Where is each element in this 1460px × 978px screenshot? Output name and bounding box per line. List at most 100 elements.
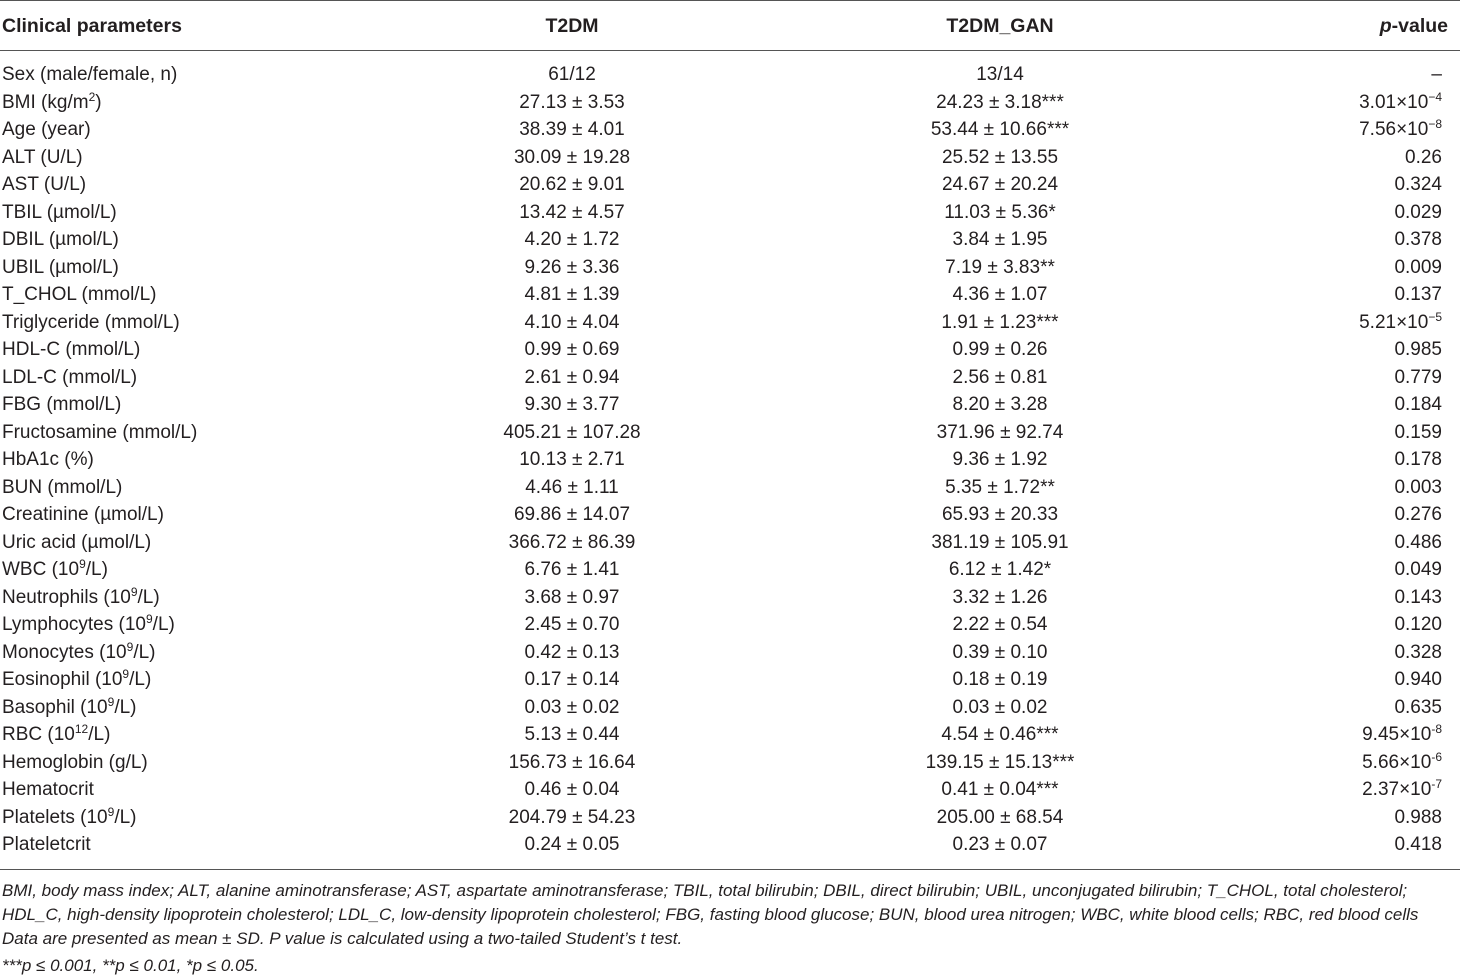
row-p-value: 5.21×10−5 (1359, 309, 1442, 333)
row-p-value: 0.003 (1394, 476, 1442, 498)
table-row: T_CHOL (mmol/L) 4.81 ± 1.39 4.36 ± 1.07 0.1… (0, 281, 1460, 309)
row-p-value: 0.009 (1394, 256, 1442, 278)
row-parameter: BMI (kg/m2) (2, 89, 102, 113)
table-row: Sex (male/female, n) 61/12 13/14 – (0, 61, 1460, 89)
row-t2dm-value: 38.39 ± 4.01 (519, 119, 625, 140)
row-parameter: HbA1c (%) (2, 449, 94, 470)
table-row: Fructosamine (mmol/L) 405.21 ± 107.28 371.… (0, 419, 1460, 447)
row-t2dm-gan-value: 7.19 ± 3.83** (945, 256, 1055, 278)
table-row: BMI (kg/m2) 27.13 ± 3.53 24.23 ± 3.18*** 3.… (0, 89, 1460, 117)
row-t2dm-value: 156.73 ± 16.64 (508, 751, 636, 773)
row-p-value: 0.779 (1394, 366, 1442, 388)
row-parameter: Lymphocytes (109/L) (2, 612, 175, 635)
header-clinical-parameters: Clinical parameters (2, 15, 182, 37)
row-t2dm-value: 27.13 ± 3.53 (519, 91, 625, 113)
table-row: Triglyceride (mmol/L) 4.10 ± 4.04 1.91 ± 1… (0, 309, 1460, 337)
row-parameter: UBIL (µmol/L) (2, 256, 119, 278)
row-parameter: Plateletcrit (2, 834, 91, 855)
row-t2dm-gan-value: 4.36 ± 1.07 (952, 284, 1048, 305)
row-t2dm-gan-value: 0.99 ± 0.26 (952, 339, 1048, 360)
row-parameter: LDL-C (mmol/L) (2, 366, 138, 388)
row-t2dm-gan-value: 3.84 ± 1.95 (952, 229, 1048, 250)
row-t2dm-value: 204.79 ± 54.23 (508, 806, 636, 828)
row-parameter: Hemoglobin (g/L) (2, 751, 148, 773)
row-p-value: 0.049 (1394, 559, 1442, 580)
row-t2dm-gan-value: 5.35 ± 1.72** (945, 476, 1055, 498)
row-p-value: 0.635 (1394, 696, 1442, 718)
row-t2dm-value: 4.81 ± 1.39 (524, 284, 620, 305)
table-row: Creatinine (µmol/L) 69.86 ± 14.07 65.93 ± … (0, 501, 1460, 529)
row-t2dm-gan-value: 0.18 ± 0.19 (952, 669, 1048, 690)
top-rule (0, 0, 1460, 1)
row-t2dm-value: 69.86 ± 14.07 (513, 504, 631, 525)
row-t2dm-value: 405.21 ± 107.28 (503, 421, 641, 443)
row-t2dm-gan-value: 0.41 ± 0.04*** (941, 779, 1059, 800)
row-t2dm-value: 3.68 ± 0.97 (524, 586, 620, 608)
row-t2dm-gan-value: 139.15 ± 15.13*** (925, 751, 1075, 773)
row-parameter: FBG (mmol/L) (2, 394, 122, 415)
table-row: UBIL (µmol/L) 9.26 ± 3.36 7.19 ± 3.83** 0.0… (0, 254, 1460, 282)
table-row: Monocytes (109/L) 0.42 ± 0.13 0.39 ± 0.10 0… (0, 639, 1460, 667)
table-row: Basophil (109/L) 0.03 ± 0.02 0.03 ± 0.02 0.… (0, 694, 1460, 722)
footnote-significance: ***p ≤ 0.001, **p ≤ 0.01, *p ≤ 0.05. (2, 956, 259, 975)
row-t2dm-value: 4.20 ± 1.72 (524, 229, 620, 250)
row-p-value: 2.37×10-7 (1362, 777, 1442, 800)
row-parameter: AST (U/L) (2, 174, 87, 195)
row-parameter: DBIL (µmol/L) (2, 229, 119, 250)
table-row: Hematocrit 0.46 ± 0.04 0.41 ± 0.04*** 2.37×… (0, 776, 1460, 804)
row-t2dm-gan-value: 24.67 ± 20.24 (941, 174, 1059, 195)
row-p-value: 0.418 (1394, 834, 1442, 855)
row-parameter: Hematocrit (2, 779, 94, 800)
row-parameter: Neutrophils (109/L) (2, 584, 160, 608)
row-p-value: 5.66×10-6 (1362, 749, 1442, 773)
row-t2dm-value: 2.61 ± 0.94 (524, 366, 620, 388)
row-t2dm-value: 20.62 ± 9.01 (519, 174, 625, 195)
row-t2dm-value: 9.30 ± 3.77 (524, 394, 620, 415)
row-p-value: 0.159 (1394, 421, 1442, 443)
row-t2dm-gan-value: 25.52 ± 13.55 (941, 146, 1059, 168)
bottom-rule (0, 869, 1460, 870)
row-t2dm-value: 0.03 ± 0.02 (524, 696, 620, 718)
row-t2dm-gan-value: 2.22 ± 0.54 (952, 614, 1048, 635)
row-t2dm-value: 0.42 ± 0.13 (524, 641, 620, 663)
table-row: Uric acid (µmol/L) 366.72 ± 86.39 381.19 ±… (0, 529, 1460, 557)
row-parameter: TBIL (µmol/L) (2, 201, 117, 223)
table-row: LDL-C (mmol/L) 2.61 ± 0.94 2.56 ± 0.81 0.77… (0, 364, 1460, 392)
row-t2dm-gan-value: 1.91 ± 1.23*** (941, 311, 1059, 333)
row-t2dm-value: 10.13 ± 2.71 (519, 449, 625, 470)
header-p-rest: -value (1391, 15, 1448, 37)
row-parameter: Fructosamine (mmol/L) (2, 421, 198, 443)
row-t2dm-gan-value: 53.44 ± 10.66*** (930, 119, 1070, 140)
table-row: Platelets (109/L) 204.79 ± 54.23 205.00 ± … (0, 804, 1460, 832)
table-row: DBIL (µmol/L) 4.20 ± 1.72 3.84 ± 1.95 0.378 (0, 226, 1460, 254)
row-p-value: 0.985 (1394, 339, 1442, 360)
row-t2dm-gan-value: 8.20 ± 3.28 (952, 394, 1048, 415)
row-t2dm-gan-value: 205.00 ± 68.54 (936, 806, 1064, 828)
row-t2dm-value: 30.09 ± 19.28 (513, 146, 631, 168)
header-t2dm: T2DM (545, 15, 599, 37)
row-p-value: 0.328 (1394, 641, 1442, 663)
row-p-value: 0.184 (1394, 394, 1442, 415)
row-t2dm-gan-value: 13/14 (976, 64, 1024, 85)
row-parameter: RBC (1012/L) (2, 722, 111, 745)
row-parameter: BUN (mmol/L) (2, 476, 123, 498)
row-t2dm-gan-value: 9.36 ± 1.92 (952, 449, 1048, 470)
row-t2dm-gan-value: 0.03 ± 0.02 (952, 696, 1048, 718)
row-parameter: HDL-C (mmol/L) (2, 339, 141, 360)
row-p-value: 9.45×10-8 (1362, 722, 1442, 745)
header-t2dm-gan: T2DM_GAN (946, 15, 1054, 37)
table-row: TBIL (µmol/L) 13.42 ± 4.57 11.03 ± 5.36* 0.… (0, 199, 1460, 227)
table-row: ALT (U/L) 30.09 ± 19.28 25.52 ± 13.55 0.26 (0, 144, 1460, 172)
row-p-value: 0.143 (1394, 586, 1442, 608)
table-row: Age (year) 38.39 ± 4.01 53.44 ± 10.66*** 7.… (0, 116, 1460, 144)
row-p-value: 0.26 (1405, 146, 1442, 168)
table-row: FBG (mmol/L) 9.30 ± 3.77 8.20 ± 3.28 0.184 (0, 391, 1460, 419)
row-t2dm-value: 366.72 ± 86.39 (508, 531, 636, 553)
header-rule (0, 50, 1460, 51)
row-parameter: ALT (U/L) (2, 146, 83, 168)
row-t2dm-value: 0.99 ± 0.69 (524, 339, 620, 360)
row-t2dm-value: 4.46 ± 1.11 (525, 476, 619, 498)
row-t2dm-gan-value: 24.23 ± 3.18*** (936, 91, 1064, 113)
row-p-value: 0.940 (1394, 669, 1442, 690)
